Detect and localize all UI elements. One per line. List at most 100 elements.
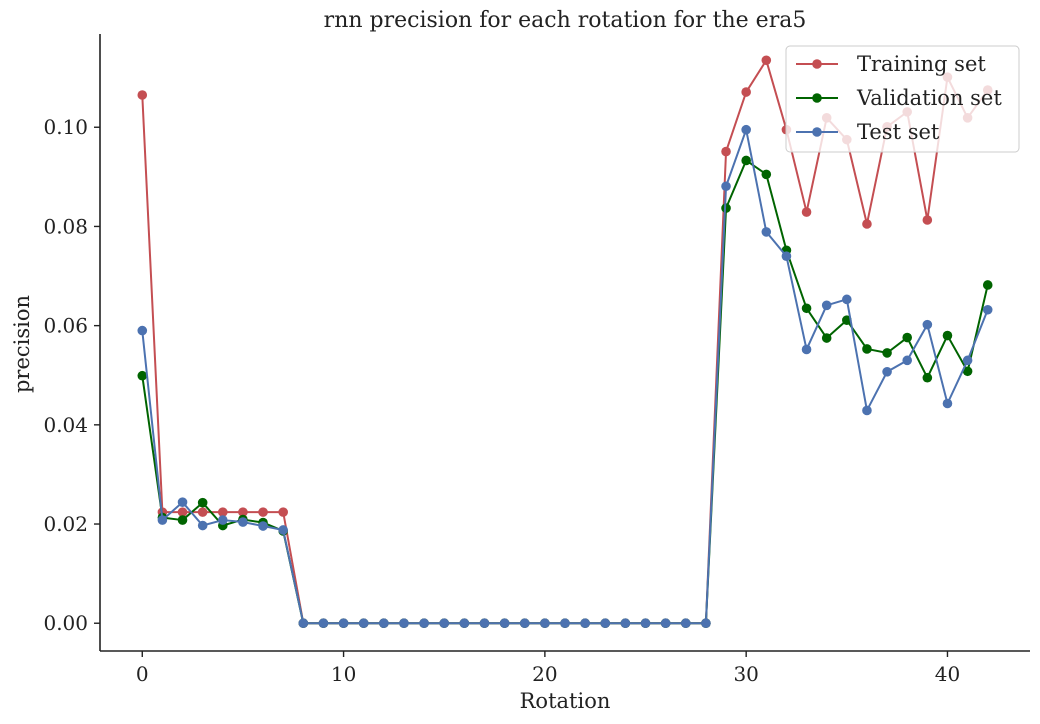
series-layer [137,55,993,629]
data-point [942,398,953,409]
data-point [902,355,913,366]
data-point [217,515,228,525]
data-point [177,507,188,517]
y-tick-label: 0.02 [43,512,88,536]
legend-marker [812,127,822,137]
data-point [721,203,731,213]
legend-item: Training set [796,52,986,76]
data-point [157,515,168,525]
data-point [942,330,953,341]
legend-item: Validation set [796,86,1002,110]
legend: Training set Validation set Test set [785,45,1020,153]
data-point [238,517,248,527]
data-point [761,169,772,180]
data-point [801,207,812,217]
data-point [238,507,248,517]
data-point [821,333,832,343]
data-point [137,370,148,381]
data-point [600,618,611,629]
data-point [882,366,892,377]
data-point [358,618,369,629]
data-point [821,300,832,311]
data-point [338,618,349,629]
data-point [379,618,389,629]
data-point [459,618,470,629]
legend-item: Test set [796,120,940,144]
x-tick-label: 20 [532,662,557,686]
data-point [499,618,510,629]
y-tick-label: 0.00 [43,611,88,635]
data-point [862,405,872,416]
legend-label: Validation set [856,86,1002,110]
x-tick-label: 30 [733,662,758,686]
data-point [640,618,651,629]
data-point [580,618,590,629]
axes: 0 10 20 30 40 0.00 0.02 0.04 0.06 0.08 0.10 [43,34,1030,686]
series-2 [137,124,993,629]
x-axis-label: Rotation [520,689,611,713]
data-point [721,181,731,192]
data-point [761,55,772,66]
legend-marker [812,59,822,69]
data-point [761,227,772,237]
legend-box [785,45,1020,153]
x-tick-label: 10 [331,662,356,686]
data-point [982,304,993,315]
data-point [721,146,731,157]
data-point [781,251,792,261]
data-point [519,618,530,629]
data-point [620,618,631,629]
data-point [922,215,933,225]
y-tick-label: 0.08 [43,214,88,238]
data-point [177,497,188,508]
data-point [962,355,973,366]
data-point [177,515,188,525]
data-point [882,348,892,358]
data-point [258,507,268,517]
data-point [741,87,751,97]
y-tick-label: 0.06 [43,314,88,338]
data-point [137,325,148,336]
data-point [801,303,812,314]
data-point [258,521,268,531]
data-point [862,344,872,354]
data-point [479,618,490,629]
data-point [278,507,288,517]
y-tick-label: 0.04 [43,413,88,437]
data-point [318,618,329,629]
data-point [560,618,570,629]
data-point [902,332,913,343]
data-point [439,618,450,629]
data-point [741,124,751,135]
data-point [862,219,872,229]
data-point [922,372,933,383]
data-point [660,618,671,629]
legend-marker [812,93,822,103]
data-point [137,90,148,100]
series-line [141,128,989,625]
data-point [197,520,208,531]
data-point [801,344,812,355]
data-point [922,319,933,330]
y-axis-label: precision [10,295,34,393]
data-point [540,618,550,629]
series-line [141,159,989,625]
legend-label: Test set [857,120,940,144]
data-point [680,618,691,629]
y-tick-label: 0.10 [43,115,88,139]
data-point [741,155,751,166]
data-point [962,366,973,377]
data-point [982,280,993,290]
data-point [842,294,852,305]
data-point [197,507,208,517]
x-tick-label: 0 [136,662,149,686]
chart-title: rnn precision for each rotation for the … [324,8,807,33]
x-tick-label: 40 [935,662,960,686]
data-point [217,507,228,517]
data-point [399,618,409,629]
data-point [419,618,429,629]
data-point [701,618,711,629]
data-point [197,497,208,508]
legend-label: Training set [857,52,986,76]
